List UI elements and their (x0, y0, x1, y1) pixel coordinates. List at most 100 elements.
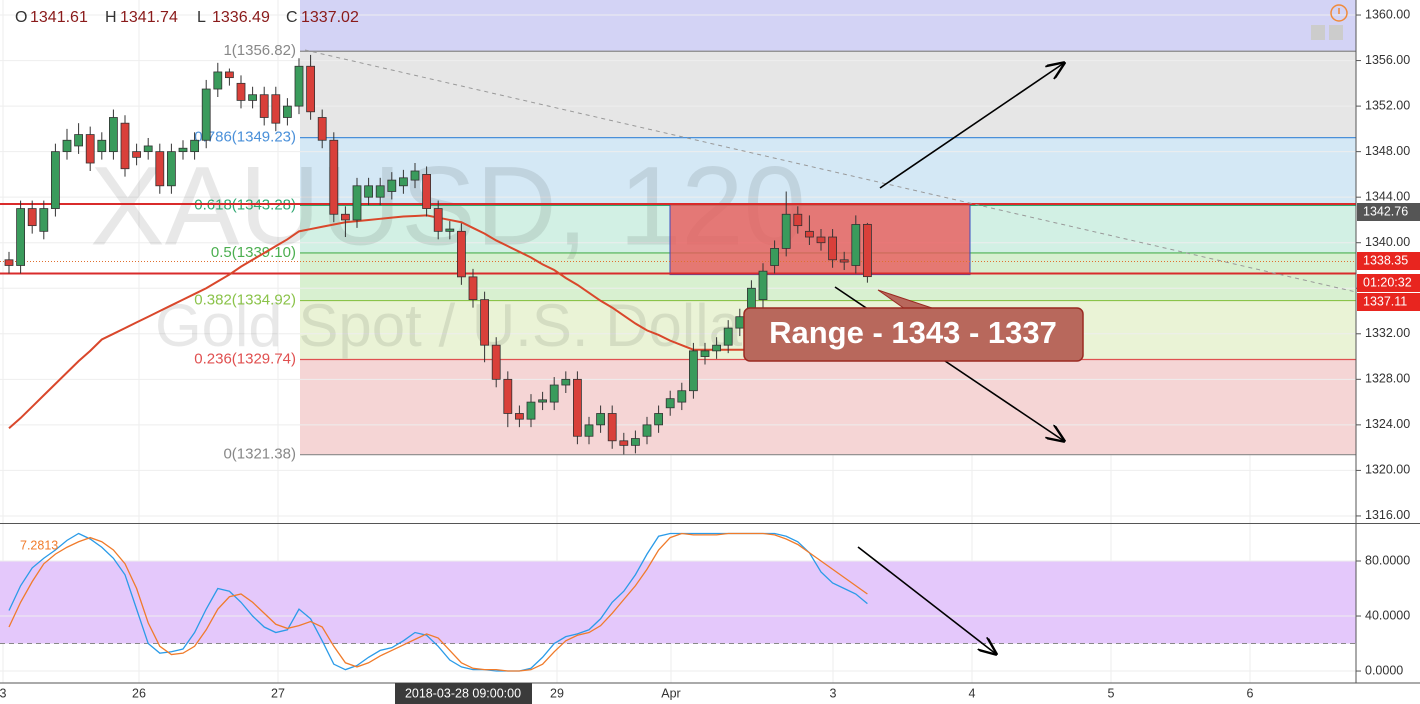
candle-body (410, 170, 420, 181)
crosshair-box (395, 683, 532, 704)
candle-body (271, 94, 281, 124)
candle-body (39, 208, 49, 232)
price-tag (1357, 293, 1420, 311)
fib-top-zone (300, 0, 1356, 52)
candle-body (190, 139, 200, 153)
candle-body (398, 177, 408, 187)
candle-body (224, 71, 234, 79)
x-tick-label: 6 (1247, 686, 1254, 700)
candle-body (851, 224, 861, 266)
x-tick-label: 3 (0, 686, 7, 700)
candle-body (654, 413, 663, 426)
candle-body (735, 316, 745, 329)
stoch-band (0, 560, 1356, 644)
candle-body (619, 440, 629, 446)
candle-body (828, 236, 837, 261)
stoch-line (8, 532, 868, 672)
candle-body (758, 270, 768, 301)
y-tick-label: 80.0000 (1365, 553, 1410, 567)
candle-body (213, 71, 223, 90)
candle-body (526, 401, 536, 420)
candle-body (51, 151, 60, 209)
ohlc-key: O (15, 9, 27, 26)
fib-label: 0.382(1334.92) (194, 292, 296, 309)
candle-body (700, 350, 710, 357)
arrow-up (879, 63, 1064, 189)
candle-body (329, 139, 339, 215)
y-tick-label: 1352.00 (1365, 98, 1410, 112)
candle-body (364, 185, 374, 198)
candle-body (433, 208, 443, 232)
candle-body (340, 213, 350, 221)
callout-text: Range - 1343 - 1337 (769, 315, 1057, 350)
candle-body (62, 139, 72, 153)
fib-label: 0(1321.38) (223, 446, 296, 463)
watermark-name: Gold Spot / U.S. Dollar (155, 292, 762, 359)
y-tick-label: 1316.00 (1365, 508, 1410, 522)
arrow-stoch (857, 546, 996, 654)
y-tick-label: 1360.00 (1365, 7, 1410, 21)
candle-body (85, 134, 95, 164)
ohlc-value: 1341.74 (120, 9, 178, 26)
candle-body (143, 145, 153, 153)
countdown-box (1357, 274, 1420, 292)
candle-body (178, 147, 188, 153)
y-tick-label: 40.0000 (1365, 608, 1410, 622)
candle-body (120, 122, 130, 170)
candle-body (770, 248, 779, 266)
candle-body (712, 344, 721, 352)
x-tick-label: 3 (830, 686, 837, 700)
fib-label: 0.236(1329.74) (194, 350, 296, 367)
y-tick-label: 1328.00 (1365, 372, 1410, 386)
candle-body (805, 230, 814, 238)
candle-body (352, 185, 362, 221)
candle-body (549, 384, 559, 403)
fib-label: 0.786(1349.23) (194, 129, 296, 146)
candle-body (166, 151, 176, 187)
countdown: 01:20:32 (1363, 275, 1412, 289)
candle-body (515, 413, 524, 420)
candle-body (387, 179, 397, 192)
candle-body (677, 390, 687, 403)
price-tag (1357, 203, 1420, 221)
fib-zone (300, 359, 1356, 455)
trend-line (304, 49, 1357, 293)
candle-body (306, 65, 316, 113)
crosshair-label: 2018-03-28 09:00:00 (405, 686, 521, 700)
ohlc-value: 1336.49 (212, 9, 270, 26)
candle-body (816, 236, 826, 244)
x-tick-label: 29 (550, 686, 564, 700)
candle-body (27, 208, 37, 227)
y-tick-label: 1340.00 (1365, 235, 1410, 249)
candle-body (236, 82, 246, 101)
candle-body (456, 230, 466, 278)
candle-body (74, 134, 83, 147)
price-tag (1357, 252, 1420, 270)
toolbar-icons (1311, 4, 1348, 40)
price-tag-label: 1338.35 (1363, 253, 1408, 267)
candle-body (480, 299, 490, 346)
y-tick-label: 1356.00 (1365, 53, 1410, 67)
candle-body (294, 65, 304, 107)
candle-body (839, 259, 849, 263)
candle-body (155, 151, 165, 187)
fib-label: 0.5(1339.10) (211, 244, 296, 261)
ohlc-key: H (105, 9, 117, 26)
candle-body (584, 424, 594, 437)
y-tick-label: 1344.00 (1365, 189, 1410, 203)
candle-body (132, 151, 142, 158)
candle-body (596, 413, 605, 426)
candle-body (665, 398, 675, 409)
candle-body (781, 213, 791, 249)
candle-body (201, 88, 211, 141)
price-tag-label: 1337.11 (1363, 294, 1407, 308)
candle-body (282, 105, 292, 118)
fib-label: 1(1356.82) (223, 42, 296, 59)
candle-body (631, 438, 640, 446)
candle-body (503, 378, 513, 414)
candle-body (422, 174, 432, 209)
fib-zone (300, 137, 1356, 206)
y-tick-label: 1348.00 (1365, 144, 1410, 158)
